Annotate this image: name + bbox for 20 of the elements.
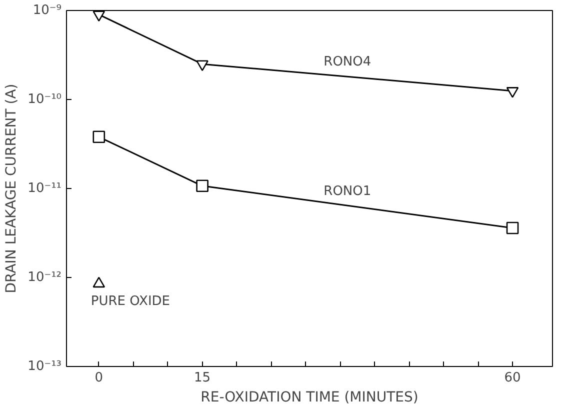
x-tick-label: 60	[504, 370, 521, 386]
point	[506, 222, 519, 234]
x-tick-label: 15	[194, 370, 211, 386]
y-tick-label: 10⁻¹¹	[28, 181, 62, 196]
series-label: RONO4	[324, 54, 372, 70]
series-label: PURE OXIDE	[90, 294, 170, 309]
point	[506, 87, 519, 98]
y-tick-label: 10⁻¹³	[28, 359, 62, 374]
point	[92, 130, 106, 144]
x-tick-label: 0	[94, 370, 104, 386]
series-label: RONO1	[324, 184, 372, 199]
point	[92, 276, 106, 288]
x-axis-title: RE-OXIDATION TIME (MINUTES)	[200, 390, 418, 406]
y-axis-title: DRAIN LEAKAGE CURRENT (A)	[4, 84, 20, 294]
y-tick-label: 10⁻¹²	[28, 270, 62, 285]
point	[196, 60, 208, 72]
y-tick-label: 10⁻⁹	[32, 3, 62, 18]
y-tick-label: 10⁻¹⁰	[28, 92, 62, 107]
point	[92, 10, 106, 22]
point	[196, 180, 208, 192]
